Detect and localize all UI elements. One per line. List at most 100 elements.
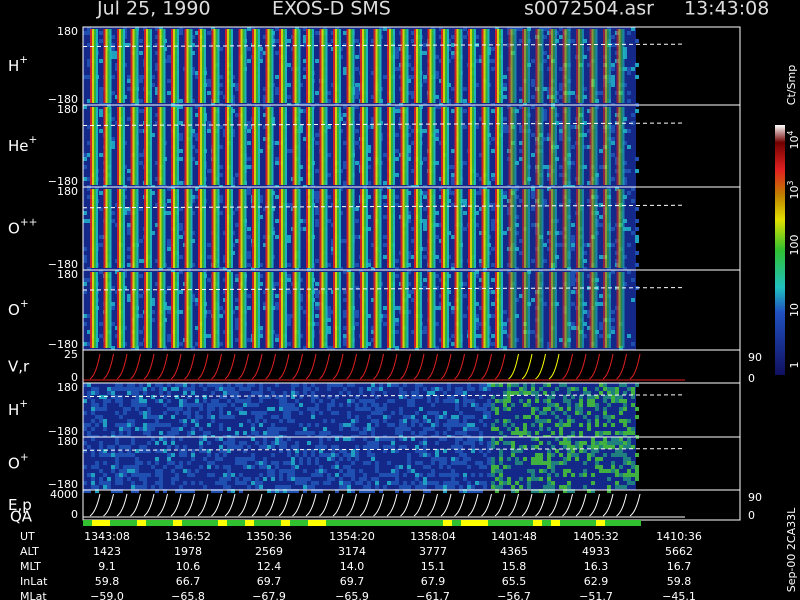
- cell: [175, 411, 179, 415]
- qa: [326, 520, 335, 526]
- cell: [151, 75, 155, 79]
- cell: [299, 461, 303, 465]
- cell: [227, 415, 231, 419]
- cell: [299, 278, 303, 282]
- cell: [395, 67, 399, 71]
- stripe: [456, 272, 459, 348]
- cell: [179, 121, 183, 125]
- cell: [359, 477, 363, 481]
- cell: [171, 387, 175, 391]
- cell: [531, 133, 535, 137]
- cell-text: 3174: [338, 545, 366, 558]
- cell: [95, 489, 99, 493]
- cell: [263, 137, 267, 141]
- cell: [487, 387, 491, 391]
- cell: [395, 274, 399, 278]
- cell: [443, 457, 447, 461]
- stripe: [593, 29, 596, 103]
- cell: [83, 282, 87, 286]
- cell: [123, 423, 127, 427]
- cell: [179, 449, 183, 453]
- cell: [375, 465, 379, 469]
- cell: [99, 153, 103, 157]
- cell: [219, 267, 223, 271]
- panel-label-sup: +: [20, 452, 29, 464]
- stripe: [373, 189, 376, 268]
- stripe: [483, 29, 486, 103]
- cell: [251, 431, 255, 435]
- curve: [454, 493, 465, 517]
- cell: [587, 199, 591, 203]
- cell: [551, 489, 555, 493]
- cell: [623, 441, 627, 445]
- cell: [259, 423, 263, 427]
- stripe: [123, 272, 125, 348]
- cell: [559, 133, 563, 137]
- cell: [479, 153, 483, 157]
- stripe: [481, 272, 484, 348]
- cell: [255, 419, 259, 423]
- cell: [551, 267, 555, 271]
- cell: [627, 99, 631, 103]
- cell: [403, 485, 407, 489]
- qa-label: QA: [10, 508, 33, 526]
- cell: [519, 445, 523, 449]
- cell: [223, 465, 227, 469]
- cell: [419, 407, 423, 411]
- cell: [87, 31, 91, 35]
- cell: [219, 306, 223, 310]
- cell: [479, 263, 483, 267]
- cell: [459, 423, 463, 427]
- cell: [451, 191, 455, 195]
- cell: [543, 485, 547, 489]
- stripe: [387, 107, 389, 185]
- cell: [551, 411, 555, 415]
- cell: [359, 391, 363, 395]
- cell: [439, 473, 443, 477]
- cell: [247, 27, 251, 31]
- stripe: [159, 272, 162, 348]
- cell: [463, 403, 467, 407]
- cell: [303, 383, 307, 387]
- cell: [303, 346, 307, 350]
- cell: [563, 423, 567, 427]
- cell: [507, 477, 511, 481]
- cell: [223, 481, 227, 485]
- stripe: [528, 107, 530, 185]
- panel-label-base: V,r: [8, 357, 30, 375]
- stripe: [306, 29, 308, 103]
- cell: [191, 51, 195, 55]
- stripe: [292, 29, 295, 103]
- cell: [579, 395, 583, 399]
- cell: [147, 383, 151, 387]
- cell-text: −51.7: [579, 590, 613, 600]
- cell: [375, 441, 379, 445]
- cell: [411, 95, 415, 99]
- time: 13:43:08: [684, 0, 769, 20]
- cell: [203, 449, 207, 453]
- cell: [203, 437, 207, 441]
- cell: [327, 431, 331, 435]
- cell: [615, 391, 619, 395]
- cell: [587, 243, 591, 247]
- cell: [227, 411, 231, 415]
- cell: [303, 387, 307, 391]
- cell: [571, 247, 575, 251]
- stripe: [161, 189, 164, 268]
- cell: [167, 211, 171, 215]
- cell: [83, 290, 87, 294]
- cell: [231, 395, 235, 399]
- cell: [315, 133, 319, 137]
- cell: [519, 27, 523, 31]
- stripe: [184, 29, 187, 103]
- stripe: [292, 189, 295, 268]
- cell: [87, 267, 91, 271]
- cell: [583, 302, 587, 306]
- cell: [195, 469, 199, 473]
- cell: [563, 485, 567, 489]
- cell: [563, 461, 567, 465]
- cell: [475, 83, 479, 87]
- cell: [375, 423, 379, 427]
- cell: [443, 391, 447, 395]
- stripe: [487, 189, 490, 268]
